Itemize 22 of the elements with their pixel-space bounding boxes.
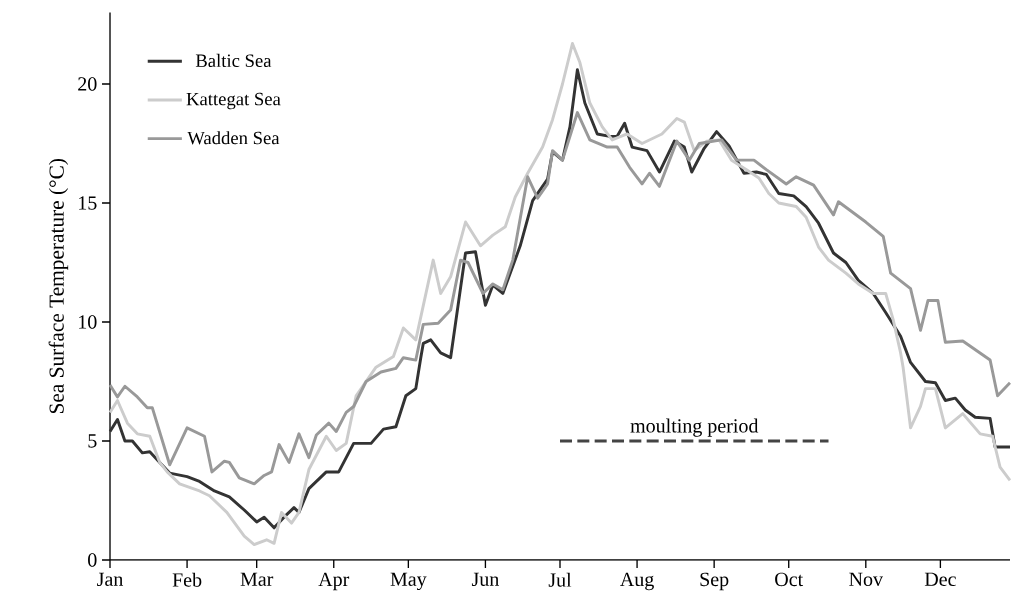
x-tick-label: Jul (548, 572, 572, 587)
y-tick-label: 0 (88, 553, 97, 567)
x-tick-label: Nov (849, 572, 884, 586)
x-tick-label: Feb (172, 572, 202, 587)
x-tick-label: Oct (775, 572, 804, 587)
x-tick-label: Jun (471, 572, 500, 586)
x-tick-label: May (390, 572, 427, 591)
y-tick-label: 5 (88, 434, 97, 448)
y-tick-label: 15 (79, 196, 97, 210)
legend-label: Kattegat Sea (186, 92, 281, 110)
legend-label: Baltic Sea (195, 53, 272, 67)
x-tick-label: Apr (318, 572, 350, 591)
y-axis-title: Sea Surface Temperature (°C) (48, 159, 69, 414)
x-tick-label: Sep (700, 572, 729, 591)
y-tick-label: 10 (79, 315, 97, 329)
x-tick-label: Dec (924, 572, 956, 586)
legend-label: Wadden Sea (187, 131, 280, 145)
x-tick-label: Aug (620, 572, 654, 591)
y-tick-label: 20 (78, 77, 97, 91)
annotation: moulting period (630, 418, 759, 437)
x-tick-label: Mar (240, 572, 274, 586)
x-tick-label: Jan (97, 572, 124, 586)
